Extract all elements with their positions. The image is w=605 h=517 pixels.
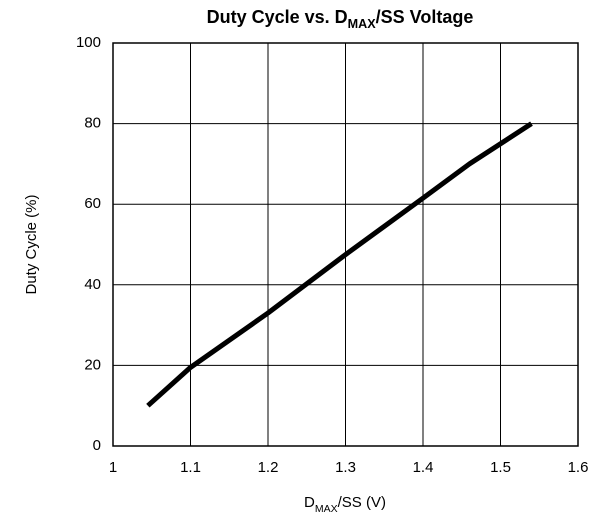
y-tick-label: 0 — [93, 437, 101, 454]
data-line — [146, 121, 533, 408]
x-tick-label: 1.1 — [180, 459, 201, 476]
x-tick-label: 1.6 — [568, 459, 589, 476]
x-axis-label-part: MAX — [315, 503, 338, 515]
y-tick-label: 100 — [76, 34, 101, 51]
y-tick-label: 80 — [84, 115, 101, 132]
x-axis-label: DMAX/SS (V) — [304, 494, 386, 515]
chart-title-part: /SS Voltage — [376, 7, 474, 27]
y-axis-label: Duty Cycle (%) — [23, 194, 40, 294]
chart-title-part: MAX — [348, 17, 377, 31]
x-tick-label: 1.3 — [335, 459, 356, 476]
y-tick-label: 40 — [84, 276, 101, 293]
x-tick-label: 1.2 — [258, 459, 279, 476]
plot-frame — [112, 42, 579, 447]
chart-title-part: Duty Cycle vs. D — [207, 7, 348, 27]
y-tick-label: 60 — [84, 195, 101, 212]
x-tick-label: 1.4 — [413, 459, 434, 476]
x-axis-label-part: /SS (V) — [338, 494, 386, 511]
x-axis-label-part: D — [304, 494, 315, 511]
x-tick-label: 1.5 — [490, 459, 511, 476]
y-tick-label: 20 — [84, 356, 101, 373]
x-tick-label: 1 — [109, 459, 117, 476]
chart-title: Duty Cycle vs. DMAX/SS Voltage — [207, 7, 474, 32]
